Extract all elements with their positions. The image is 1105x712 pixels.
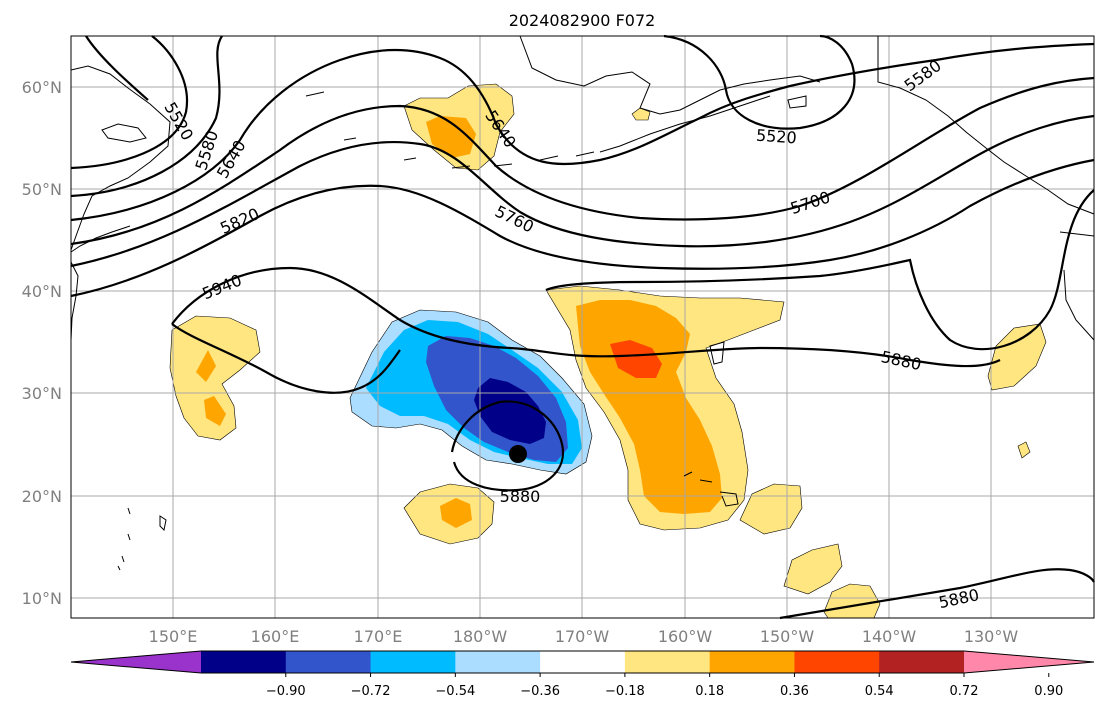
positive-anomaly-east4 <box>987 323 1047 391</box>
lat-label: 50°N <box>22 180 62 199</box>
contour-label: 5880 <box>500 487 541 506</box>
colorbar-tick-label: −0.90 <box>266 684 306 699</box>
positive-anomaly-west-core1 <box>196 350 216 382</box>
map-title: 2024082900 F072 <box>509 11 656 30</box>
colorbar-segment <box>794 651 880 673</box>
lon-label: 150°E <box>149 627 198 646</box>
lat-label: 60°N <box>22 78 62 97</box>
colorbar-extend-min <box>71 651 201 673</box>
contour-5880-south <box>779 568 1095 620</box>
kamchatka-coast <box>70 65 171 251</box>
colorbar-segment <box>624 651 711 673</box>
colorbar-tick-label: 0.36 <box>780 684 809 699</box>
contour-5700 <box>70 76 1095 246</box>
colorbar-outline <box>70 650 1095 674</box>
latitude-labels: 60°N 50°N 40°N 30°N 20°N 10°N <box>22 78 62 608</box>
lon-label: 140°W <box>862 627 917 646</box>
contour-5520-east <box>663 34 856 130</box>
positive-anomaly-west <box>169 315 261 441</box>
colorbar-segment <box>370 651 456 673</box>
contour-5880-south-loop <box>171 323 565 492</box>
colorbar-tick-label: 0.54 <box>865 684 894 699</box>
lon-label: 150°W <box>760 627 815 646</box>
contour-5580-west <box>70 35 223 198</box>
small-island-1 <box>101 123 147 143</box>
colorbar-tick-label: 0.18 <box>695 684 724 699</box>
small-island-2 <box>159 515 167 532</box>
colorbar-tick-label: 0.72 <box>950 684 979 699</box>
positive-anomaly-north-core <box>426 116 476 158</box>
contour-label: 5520 <box>755 126 797 148</box>
colorbar-segment <box>285 651 372 673</box>
lon-label: 180°W <box>453 627 508 646</box>
canada-coast <box>877 36 1095 341</box>
mariana-islands <box>117 507 131 571</box>
coastlines <box>70 35 1095 571</box>
positive-anomaly-west-core2 <box>204 396 226 426</box>
positive-anomaly-east5 <box>631 107 651 121</box>
longitude-labels: 150°E 160°E 170°E 180°W 170°W 160°W 150°… <box>149 627 1019 646</box>
hawaii-islands <box>683 471 739 507</box>
colorbar-segment <box>709 651 795 673</box>
lon-label: 170°W <box>555 627 610 646</box>
typhoon-center-marker <box>509 445 527 463</box>
small-island-3 <box>709 341 725 365</box>
lat-label: 20°N <box>22 487 62 506</box>
lon-label: 130°W <box>964 627 1019 646</box>
positive-anomaly-south-core <box>440 498 472 528</box>
st-lawrence-island <box>787 95 807 109</box>
colorbar-tick-label: −0.36 <box>520 684 560 699</box>
contour-5640-west <box>70 42 1095 222</box>
colorbar-tick-label: −0.54 <box>435 684 475 699</box>
contour-5940 <box>171 266 1001 368</box>
anomaly-shading <box>169 83 1047 619</box>
contour-5760 <box>70 114 1095 268</box>
positive-anomaly-east2 <box>783 543 843 595</box>
lat-label: 40°N <box>22 282 62 301</box>
aleutian-islands <box>305 91 595 169</box>
map-panel: 5520 5580 5640 5640 5520 5580 5820 5760 … <box>70 34 1095 620</box>
map-gridlines <box>71 36 1094 618</box>
colorbar-segment <box>879 651 965 673</box>
colorbar-segment <box>540 651 626 673</box>
colorbar-segment <box>201 651 287 673</box>
contour-5820 <box>70 158 1095 298</box>
colorbar: −0.90 −0.72 −0.54 −0.36 −0.18 0.18 0.36 0.54 0.7… <box>70 650 1095 699</box>
positive-anomaly-core <box>610 340 662 378</box>
lat-label: 30°N <box>22 384 62 403</box>
lon-label: 170°E <box>354 627 403 646</box>
contour-5880-north <box>545 189 1095 351</box>
contour-5520-west <box>70 35 189 170</box>
alaska-coast <box>519 35 821 153</box>
lon-label: 160°E <box>251 627 300 646</box>
colorbar-tick-label: −0.72 <box>351 684 391 699</box>
colorbar-extend-max <box>964 651 1094 673</box>
height-contours <box>70 34 1095 620</box>
lat-label: 10°N <box>22 589 62 608</box>
colorbar-tick-label: −0.18 <box>605 684 645 699</box>
lon-label: 160°W <box>658 627 713 646</box>
positive-anomaly-east6 <box>1017 441 1031 459</box>
colorbar-tick-label: 0.90 <box>1034 684 1063 699</box>
colorbar-segment <box>455 651 541 673</box>
negative-anomaly-core <box>474 378 546 444</box>
